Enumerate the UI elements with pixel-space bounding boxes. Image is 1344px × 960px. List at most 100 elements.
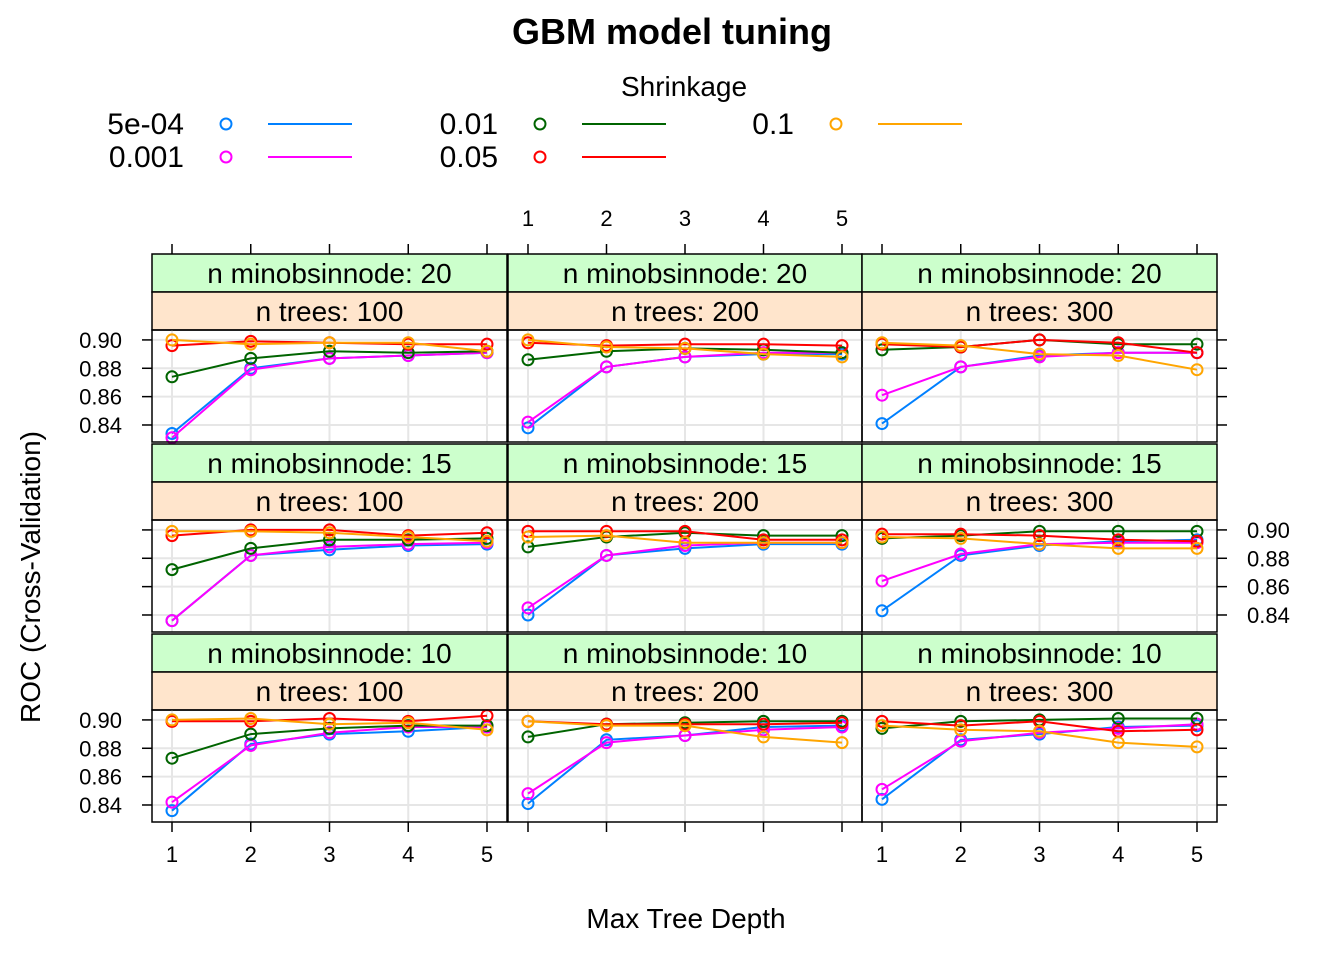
legend-entry: 0.01 <box>440 108 666 141</box>
data-point <box>954 527 968 541</box>
x-tick-label-top: 3 <box>679 206 691 231</box>
panel: n minobsinnode: 10 n trees: 300 <box>861 633 1218 823</box>
strip-top <box>151 253 508 293</box>
strip-bottom-label: n trees: 200 <box>611 676 759 707</box>
data-point <box>1190 534 1204 548</box>
strip-top-label: n minobsinnode: 10 <box>207 638 451 669</box>
data-point <box>244 548 258 562</box>
strip-bottom-label: n trees: 100 <box>256 676 404 707</box>
legend-label: 0.001 <box>109 141 184 174</box>
strip-bottom <box>507 671 863 711</box>
data-point <box>954 339 968 353</box>
data-point <box>600 736 613 750</box>
data-point <box>600 340 613 354</box>
y-tick-label-left: 0.90 <box>79 328 122 353</box>
strip-bottom <box>861 291 1218 331</box>
panel-border <box>151 519 508 633</box>
data-point <box>875 417 889 431</box>
series-line <box>881 338 1198 354</box>
data-point <box>165 713 179 727</box>
strip-top <box>507 443 863 483</box>
panel: n minobsinnode: 15 n trees: 200 <box>507 443 863 633</box>
data-point <box>323 344 336 358</box>
data-point <box>401 336 415 350</box>
data-point <box>401 530 415 544</box>
data-point <box>835 536 849 550</box>
panel: n minobsinnode: 20 n trees: 300 <box>861 253 1218 443</box>
legend-entry: 0.05 <box>440 141 666 174</box>
data-point <box>323 351 336 365</box>
series-line <box>881 351 1197 397</box>
series-line <box>881 536 1197 550</box>
data-point <box>757 717 770 731</box>
strip-bottom-label: n trees: 200 <box>611 486 759 517</box>
data-point <box>678 350 692 364</box>
data-point <box>323 726 336 740</box>
series-line <box>881 724 1198 748</box>
series-line <box>527 534 842 544</box>
data-point <box>954 714 968 728</box>
data-point <box>244 541 258 555</box>
series-line <box>527 531 842 548</box>
data-point <box>835 346 849 360</box>
strip-bottom-label: n trees: 300 <box>966 676 1114 707</box>
legend-symbol <box>533 150 547 164</box>
outer-axes: 1 2 3 4 5 1 2 3 4 5 1 2 3 4 5 0.84 0.86 0.88 0.90 0.84 0.86 0… <box>79 206 1290 867</box>
panel: n minobsinnode: 20 n trees: 200 <box>507 253 863 443</box>
data-point <box>1033 524 1046 538</box>
strip-top <box>507 633 863 673</box>
data-point <box>954 531 968 545</box>
data-point <box>521 797 535 811</box>
series-line <box>527 720 843 744</box>
series-line <box>881 720 1198 733</box>
data-point <box>480 337 494 351</box>
data-point <box>600 524 613 538</box>
panel: n minobsinnode: 15 n trees: 300 <box>861 443 1218 633</box>
panel-border <box>861 519 1218 633</box>
strip-top-label: n minobsinnode: 20 <box>563 258 807 289</box>
data-point <box>165 333 179 347</box>
legend-label: 0.1 <box>752 108 794 141</box>
data-point <box>875 388 889 402</box>
strip-bottom-label: n trees: 100 <box>256 486 404 517</box>
data-point <box>875 530 889 544</box>
series-line <box>171 726 487 804</box>
data-point <box>1033 347 1046 361</box>
chart-title: GBM model tuning <box>512 11 832 52</box>
data-point <box>480 534 494 548</box>
data-point <box>954 360 968 374</box>
y-tick-label-left: 0.84 <box>79 413 122 438</box>
data-point <box>480 719 494 733</box>
x-tick-label-bottom: 2 <box>245 842 257 867</box>
legend-entry: 0.1 <box>752 108 962 141</box>
series-line <box>881 341 1198 371</box>
x-tick-label-bottom: 3 <box>1033 842 1045 867</box>
y-axis-label: ROC (Cross-Validation) <box>15 431 46 723</box>
strip-bottom-label: n trees: 300 <box>966 486 1114 517</box>
data-point <box>875 604 889 618</box>
strip-top <box>861 443 1218 483</box>
data-point <box>875 714 889 728</box>
data-point <box>323 336 336 350</box>
series-line <box>881 530 1197 540</box>
data-point <box>678 719 692 733</box>
legend-entry: 0.001 <box>109 141 352 174</box>
data-point <box>954 719 968 733</box>
data-point <box>323 526 336 540</box>
panel: n minobsinnode: 15 n trees: 100 <box>151 443 508 633</box>
data-point <box>521 608 535 622</box>
y-tick-label-left: 0.90 <box>79 708 122 733</box>
data-point <box>323 717 336 731</box>
x-tick-label-bottom: 5 <box>1191 842 1203 867</box>
data-point <box>323 721 336 735</box>
strip-top-label: n minobsinnode: 15 <box>207 448 451 479</box>
data-point <box>401 346 415 360</box>
series-line <box>527 726 843 795</box>
data-point <box>600 529 613 543</box>
data-point <box>244 727 258 741</box>
data-point <box>1033 529 1046 543</box>
x-tick-label-top: 5 <box>836 206 848 231</box>
x-tick-label-bottom: 1 <box>166 842 178 867</box>
data-point <box>1033 537 1046 551</box>
data-point <box>1033 724 1046 738</box>
